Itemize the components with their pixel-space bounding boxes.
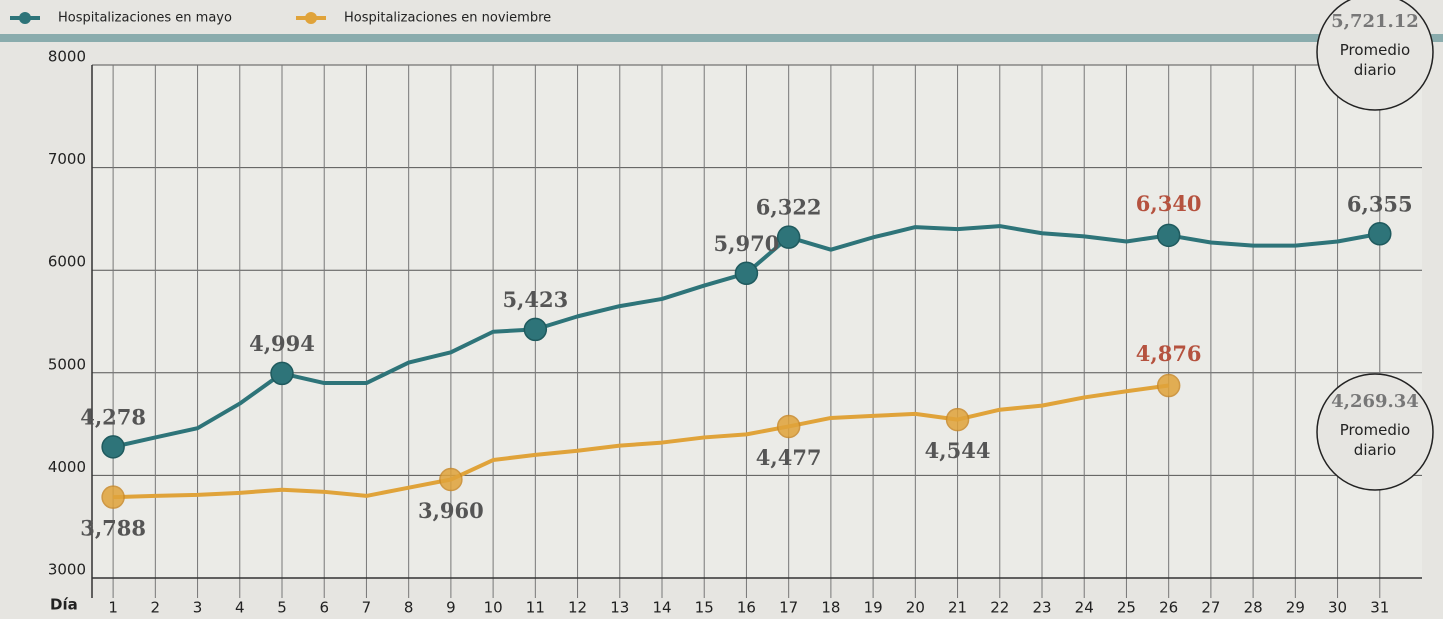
x-tick-label: 21 [948, 599, 967, 617]
value-label: 5,970 [714, 231, 780, 256]
value-label: 3,788 [80, 516, 146, 541]
value-label: 6,322 [756, 195, 822, 220]
point-marker [102, 436, 124, 458]
header-band [0, 34, 1443, 42]
x-tick-label: 9 [446, 599, 456, 617]
point-marker [947, 409, 969, 431]
point-marker [1369, 223, 1391, 245]
x-tick-label: 29 [1286, 599, 1305, 617]
x-tick-label: 31 [1370, 599, 1389, 617]
average-value: 4,269.34 [1331, 391, 1419, 412]
point-marker [778, 415, 800, 437]
x-tick-label: 26 [1159, 599, 1178, 617]
value-label: 4,278 [80, 404, 146, 429]
x-tick-label: 8 [404, 599, 414, 617]
x-tick-label: 2 [151, 599, 161, 617]
x-tick-label: 30 [1328, 599, 1347, 617]
value-label: 4,876 [1136, 341, 1202, 366]
x-tick-label: 19 [864, 599, 883, 617]
point-marker [524, 318, 546, 340]
value-label: 3,960 [418, 498, 484, 523]
x-tick-label: 7 [362, 599, 372, 617]
y-tick-label: 8000 [48, 48, 86, 66]
y-tick-label: 6000 [48, 253, 86, 271]
value-label: 5,423 [502, 287, 568, 312]
value-label: 6,355 [1347, 191, 1413, 216]
value-label: 4,544 [925, 438, 991, 463]
y-tick-label: 3000 [48, 561, 86, 579]
y-tick-label: 5000 [48, 355, 86, 373]
x-tick-label: 20 [906, 599, 925, 617]
x-tick-label: 14 [652, 599, 671, 617]
x-tick-label: 15 [695, 599, 714, 617]
x-tick-label: 17 [779, 599, 798, 617]
x-tick-label: 22 [990, 599, 1009, 617]
point-marker [440, 469, 462, 491]
x-tick-label: 5 [277, 599, 287, 617]
point-marker [778, 226, 800, 248]
x-tick-label: 24 [1075, 599, 1094, 617]
x-tick-label: 12 [568, 599, 587, 617]
x-tick-label: 28 [1244, 599, 1263, 617]
value-label: 4,477 [756, 445, 822, 470]
legend-label: Hospitalizaciones en mayo [58, 11, 232, 26]
x-tick-label: 6 [319, 599, 329, 617]
point-marker [1158, 224, 1180, 246]
x-axis-label: Día [50, 596, 78, 614]
x-tick-label: 11 [526, 599, 545, 617]
x-tick-label: 3 [193, 599, 203, 617]
legend-marker [305, 12, 317, 24]
chart: 3000400050006000700080001234567891011121… [0, 0, 1443, 619]
value-label: 4,994 [249, 331, 315, 356]
average-value: 5,721.12 [1331, 11, 1419, 32]
x-tick-label: 1 [108, 599, 118, 617]
x-tick-label: 27 [1201, 599, 1220, 617]
legend-label: Hospitalizaciones en noviembre [344, 11, 551, 26]
point-marker [1158, 375, 1180, 397]
point-marker [735, 262, 757, 284]
x-tick-label: 10 [484, 599, 503, 617]
point-marker [271, 362, 293, 384]
x-tick-label: 25 [1117, 599, 1136, 617]
x-tick-label: 23 [1032, 599, 1051, 617]
x-tick-label: 4 [235, 599, 245, 617]
value-label: 6,340 [1136, 191, 1202, 216]
y-tick-label: 4000 [48, 458, 86, 476]
x-tick-label: 13 [610, 599, 629, 617]
x-tick-label: 18 [821, 599, 840, 617]
x-tick-label: 16 [737, 599, 756, 617]
plot-background [92, 65, 1422, 578]
legend-marker [19, 12, 31, 24]
y-tick-label: 7000 [48, 150, 86, 168]
point-marker [102, 486, 124, 508]
